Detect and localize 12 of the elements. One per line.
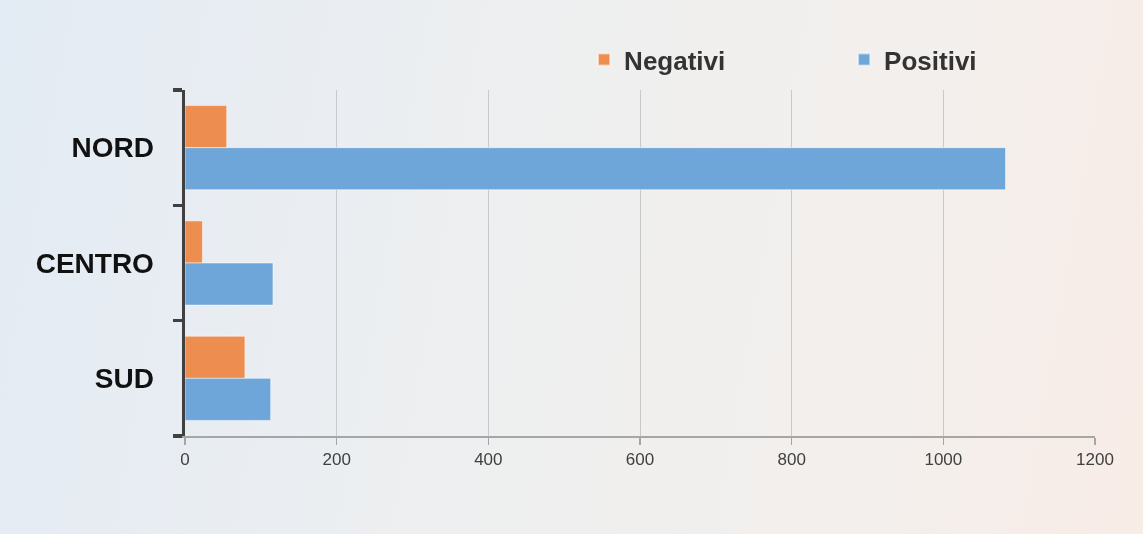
x-tick-label: 1000 [924,449,963,469]
legend-label: Positivi [884,45,977,76]
y-tick-label: NORD [71,132,154,164]
x-tick-label: 800 [777,449,806,469]
x-tick-label: 1200 [1076,449,1114,469]
x-tick-label: 200 [322,449,351,469]
y-tick-label: SUD [94,363,154,395]
y-tick-label: CENTRO [35,247,154,279]
x-tick-label: 600 [625,449,655,469]
x-tick-label: 400 [474,449,503,469]
legend-label: Negativi [624,45,726,76]
x-tick-label: 0 [180,449,190,469]
